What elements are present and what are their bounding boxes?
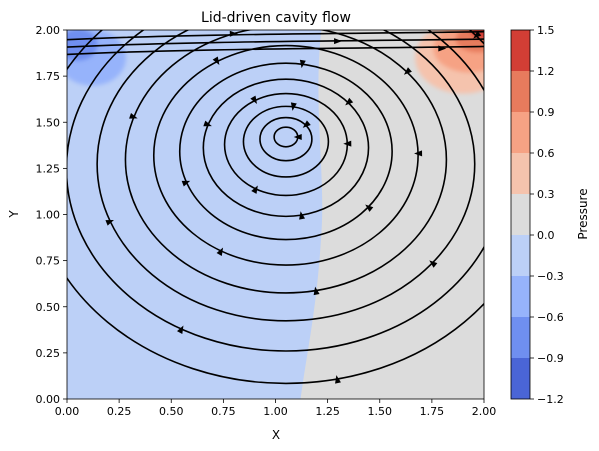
- pressure-field: [67, 30, 484, 399]
- colorbar-segment: [511, 276, 530, 317]
- streamline: [202, 78, 370, 218]
- colorbar-tick-label: −1.2: [537, 393, 564, 406]
- x-tick-label: 0.00: [55, 405, 80, 418]
- colorbar-tick-label: −0.3: [537, 270, 564, 283]
- streamline: [67, 30, 484, 41]
- streamline-arrow: [299, 59, 306, 69]
- streamline-arrow: [313, 286, 320, 296]
- streamline-arrow: [501, 163, 509, 169]
- streamline-arrow: [177, 325, 184, 334]
- streamline-arrow: [343, 140, 352, 147]
- colorbar-tick-label: 0.3: [537, 188, 555, 201]
- streamline-arrow: [250, 95, 257, 104]
- streamline: [67, 45, 484, 56]
- streamline-arrow: [129, 112, 138, 119]
- streamline-arrow: [181, 180, 191, 187]
- streamline-arrow: [365, 204, 374, 212]
- colorbar-tick-label: −0.6: [537, 311, 564, 324]
- chart-title: Lid-driven cavity flow: [201, 10, 351, 26]
- streamline: [242, 105, 330, 178]
- colorbar-label: Pressure: [576, 188, 590, 239]
- streamline-arrow: [334, 38, 343, 45]
- y-tick-label: 2.00: [36, 24, 61, 37]
- streamline: [259, 116, 313, 162]
- streamline-arrow: [216, 247, 224, 256]
- x-tick-label: 1.75: [420, 405, 445, 418]
- streamline-arrow: [414, 150, 423, 157]
- streamline-arrow: [229, 30, 238, 37]
- colorbar-segment: [511, 153, 530, 194]
- streamline-arrow: [203, 120, 212, 127]
- streamline-arrow: [403, 67, 412, 75]
- streamline-arrow: [251, 185, 258, 194]
- x-tick-label: 1.00: [263, 405, 288, 418]
- streamline-arrow: [293, 133, 302, 140]
- streamline: [152, 44, 419, 266]
- y-tick-label: 0.25: [36, 347, 61, 360]
- streamline-arrow: [299, 211, 306, 220]
- colorbar: −1.2 −0.9 −0.6 −0.3 0.0 0.3 0.6 0.9 1.2 1.5: [510, 24, 564, 406]
- y-axis-ticks: 0.00 0.25 0.50 0.75 1.00 1.25 1.50 1.75 2.00: [36, 24, 67, 406]
- streamline-arrow: [335, 375, 341, 384]
- y-tick-label: 1.50: [36, 116, 61, 129]
- colorbar-tick-label: 0.6: [537, 147, 555, 160]
- colorbar-tick-label: 1.2: [537, 65, 555, 78]
- x-tick-label: 0.75: [211, 405, 236, 418]
- colorbar-tick-label: −0.9: [537, 352, 564, 365]
- streamline-arrow: [105, 219, 114, 226]
- colorbar-segment: [511, 358, 530, 399]
- streamline-arrow: [212, 56, 220, 65]
- x-axis-label: X: [272, 428, 280, 442]
- x-axis-ticks: 0.00 0.25 0.50 0.75 1.00 1.25 1.50 1.75 2.00: [55, 399, 497, 418]
- y-tick-label: 1.25: [36, 162, 61, 175]
- y-axis-label: Y: [7, 210, 21, 219]
- y-tick-label: 0.75: [36, 255, 61, 268]
- y-tick-label: 0.50: [36, 301, 61, 314]
- colorbar-segment: [511, 30, 530, 71]
- pressure-region-minus-0.3-to-zero: [67, 30, 323, 399]
- streamline: [67, 30, 484, 385]
- streamline-arrow: [290, 102, 297, 111]
- streamline: [223, 92, 349, 197]
- streamline: [67, 38, 484, 48]
- colorbar-segment: [511, 194, 530, 235]
- colorbar-segment: [511, 112, 530, 153]
- colorbar-frame: [510, 29, 531, 400]
- streamline-arrow: [429, 260, 438, 268]
- colorbar-tick-label: 1.5: [537, 24, 555, 37]
- colorbar-tick-label: 0.9: [537, 106, 555, 119]
- colorbar-segment: [511, 317, 530, 358]
- streamline: [124, 30, 448, 294]
- streamline: [67, 30, 484, 352]
- streamline-arrow: [42, 103, 51, 111]
- streamline-arrow: [345, 97, 354, 106]
- y-tick-label: 1.00: [36, 209, 61, 222]
- x-tick-label: 1.25: [315, 405, 340, 418]
- y-tick-label: 0.00: [36, 393, 61, 406]
- streamline: [96, 30, 476, 322]
- colorbar-segment: [511, 71, 530, 112]
- x-tick-label: 0.50: [159, 405, 184, 418]
- streamlines: [42, 8, 509, 385]
- y-tick-label: 1.75: [36, 70, 61, 83]
- streamline: [273, 126, 299, 148]
- colorbar-tick-label: 0.0: [537, 229, 555, 242]
- streamline-arrow: [302, 120, 311, 128]
- plot-area: [42, 8, 509, 399]
- colorbar-segment: [511, 235, 530, 276]
- x-tick-label: 1.50: [368, 405, 393, 418]
- streamline-arrow: [473, 31, 482, 39]
- x-tick-label: 0.25: [107, 405, 132, 418]
- streamline: [178, 62, 393, 241]
- streamline-arrow: [167, 8, 176, 18]
- streamline-arrow: [438, 45, 447, 52]
- x-tick-label: 2.00: [472, 405, 497, 418]
